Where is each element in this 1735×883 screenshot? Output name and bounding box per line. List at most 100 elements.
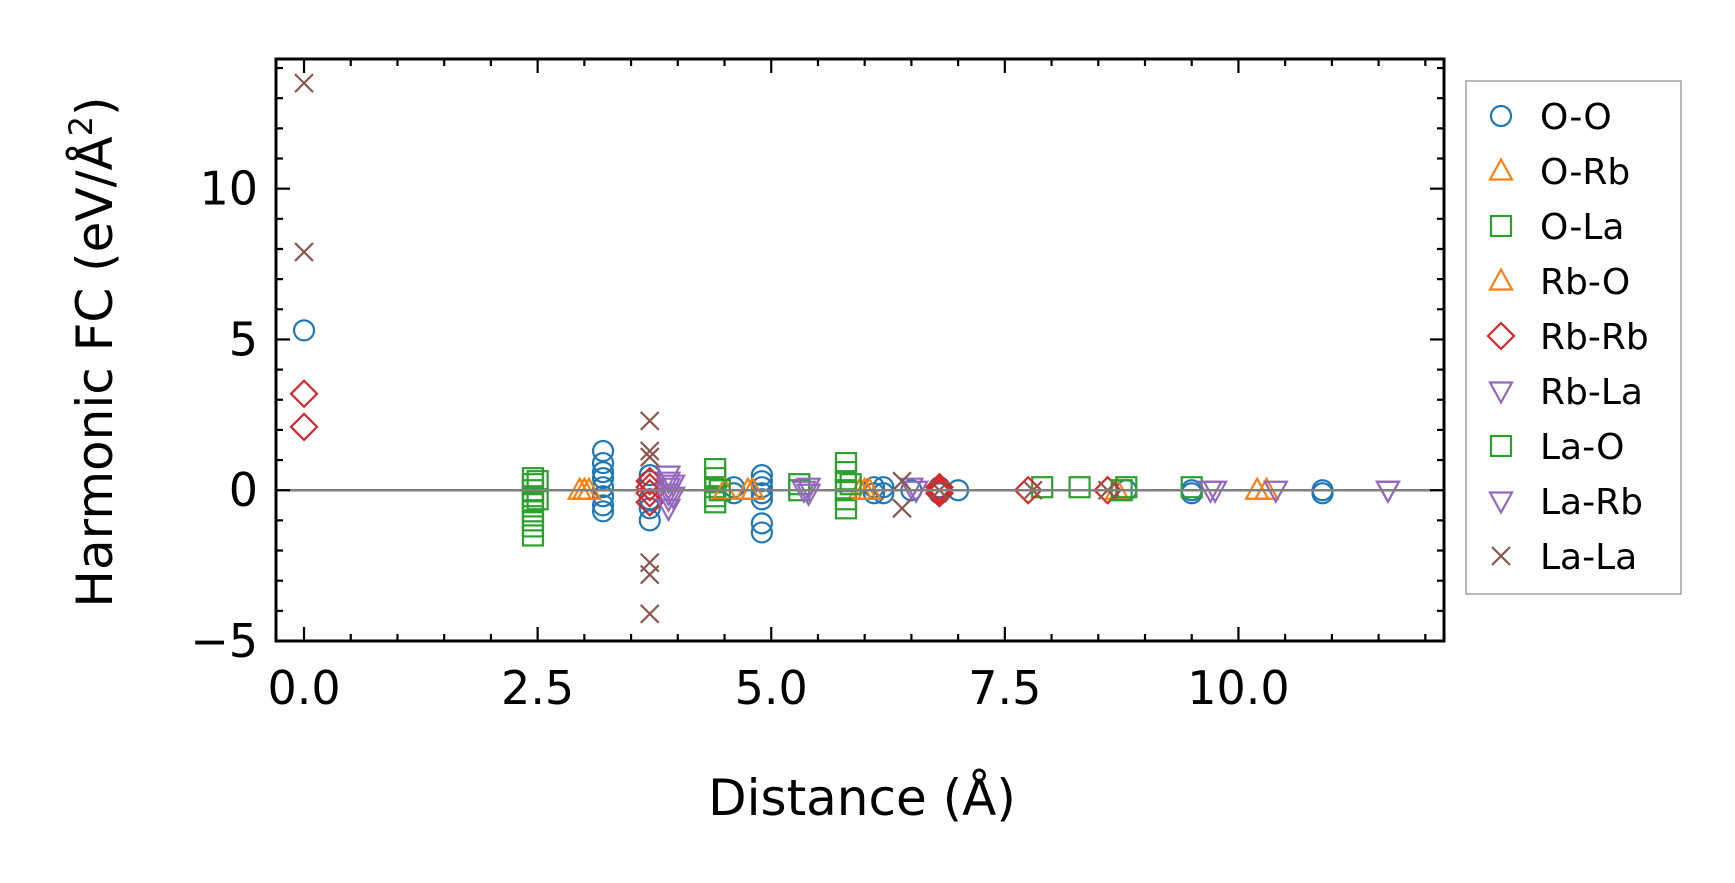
data-point — [294, 242, 314, 262]
data-point — [1253, 476, 1280, 500]
legend-marker — [1489, 434, 1513, 458]
axis-tick-labels: 0.0 2.5 5.0 7.5 10.0 −5 0 5 10 — [190, 162, 1289, 715]
x-tick-label: 7.5 — [968, 661, 1041, 715]
data-point — [1262, 480, 1289, 505]
data-point — [750, 521, 773, 544]
legend-item: O-La — [1489, 207, 1624, 248]
x-tick-label: 0.0 — [267, 661, 340, 715]
legend-marker — [1488, 267, 1514, 291]
data-point — [660, 486, 686, 511]
data-point — [1031, 476, 1054, 499]
data-point — [892, 498, 912, 519]
data-point — [704, 491, 727, 514]
data-point — [1202, 480, 1228, 505]
legend-item: O-Rb — [1488, 152, 1630, 193]
legend-label: La-La — [1540, 537, 1637, 578]
data-point — [639, 447, 660, 467]
y-tick-label: −5 — [190, 614, 258, 668]
legend-item: Rb-La — [1488, 372, 1643, 413]
data-point — [294, 73, 314, 93]
data-point — [638, 497, 661, 520]
data-point — [635, 478, 665, 508]
data-point — [639, 604, 660, 624]
legend-item: Rb-O — [1488, 262, 1630, 303]
y-axis-label-superscript: 2 — [62, 116, 100, 136]
data-point — [851, 476, 878, 500]
legend-item: La-Rb — [1488, 482, 1643, 523]
series-la-la — [294, 73, 1118, 624]
legend-item: Rb-Rb — [1486, 317, 1649, 358]
data-point — [795, 483, 822, 508]
legend-item: La-La — [1491, 537, 1637, 578]
legend-marker — [1489, 104, 1513, 128]
data-point — [638, 509, 661, 532]
data-point — [635, 466, 665, 496]
data-point — [924, 475, 954, 505]
y-axis-label-close: ) — [66, 96, 124, 116]
data-point — [591, 500, 615, 523]
data-point — [639, 411, 660, 431]
data-point — [750, 482, 773, 505]
legend-label: Rb-La — [1540, 372, 1643, 413]
series-o-o — [292, 319, 1334, 544]
legend-box — [1465, 80, 1682, 595]
data-point — [739, 476, 766, 500]
y-tick-label: 10 — [199, 162, 258, 216]
data-point — [1311, 482, 1334, 505]
legend: O-O O-Rb O-La Rb-O Rb-Rb Rb-La La-O La-Rb La-La — [1465, 80, 1682, 595]
data-point — [655, 471, 682, 495]
data-point — [834, 497, 858, 520]
y-tick-label: 0 — [229, 463, 258, 517]
data-point — [591, 494, 615, 517]
legend-label: O-Rb — [1540, 152, 1630, 193]
y-axis-label: Harmonic FC (eV/Å2) — [62, 96, 124, 607]
legend-marker — [1486, 321, 1516, 351]
data-point — [1375, 480, 1401, 505]
data-point — [892, 471, 912, 491]
legend-item: La-O — [1489, 427, 1624, 468]
legend-marker — [1488, 157, 1514, 181]
legend-marker — [1488, 381, 1514, 405]
data-point — [571, 476, 598, 500]
data-point — [591, 461, 615, 484]
data-point — [635, 487, 665, 517]
data-point — [795, 477, 822, 501]
x-tick-label: 2.5 — [501, 661, 574, 715]
data-point — [591, 451, 615, 475]
data-point — [289, 379, 319, 409]
y-tick-label: 5 — [229, 312, 258, 366]
legend-label: Rb-Rb — [1540, 317, 1649, 358]
legend-item: O-O — [1489, 97, 1612, 138]
data-point — [898, 477, 925, 501]
data-point — [903, 480, 929, 505]
data-point — [924, 478, 954, 508]
data-point — [1375, 480, 1401, 505]
data-point — [292, 319, 316, 342]
legend-label: O-La — [1540, 207, 1624, 248]
legend-marker — [1491, 546, 1511, 566]
legend-label: La-Rb — [1540, 482, 1643, 523]
data-point — [1068, 476, 1091, 499]
data-point — [289, 412, 319, 442]
data-point — [639, 564, 660, 585]
data-point — [660, 474, 686, 498]
data-point — [591, 439, 615, 463]
legend-label: Rb-O — [1540, 262, 1630, 303]
legend-marker — [1488, 491, 1514, 515]
series-rb-rb — [289, 379, 1123, 517]
series-la-rb — [660, 474, 1401, 511]
data-point — [1093, 475, 1123, 505]
x-tick-label: 10.0 — [1187, 661, 1289, 715]
plot-markers — [289, 73, 1401, 624]
x-axis-label: Distance (Å) — [708, 769, 1016, 827]
data-point — [750, 464, 773, 487]
legend-label: O-O — [1540, 97, 1612, 138]
data-point — [521, 524, 545, 547]
plot-frame — [274, 57, 1446, 643]
data-point — [839, 473, 862, 496]
x-tick-label: 5.0 — [735, 661, 808, 715]
data-point — [591, 467, 615, 490]
data-point — [639, 441, 660, 461]
y-axis-label-main: Harmonic FC (eV/Å — [66, 136, 124, 607]
